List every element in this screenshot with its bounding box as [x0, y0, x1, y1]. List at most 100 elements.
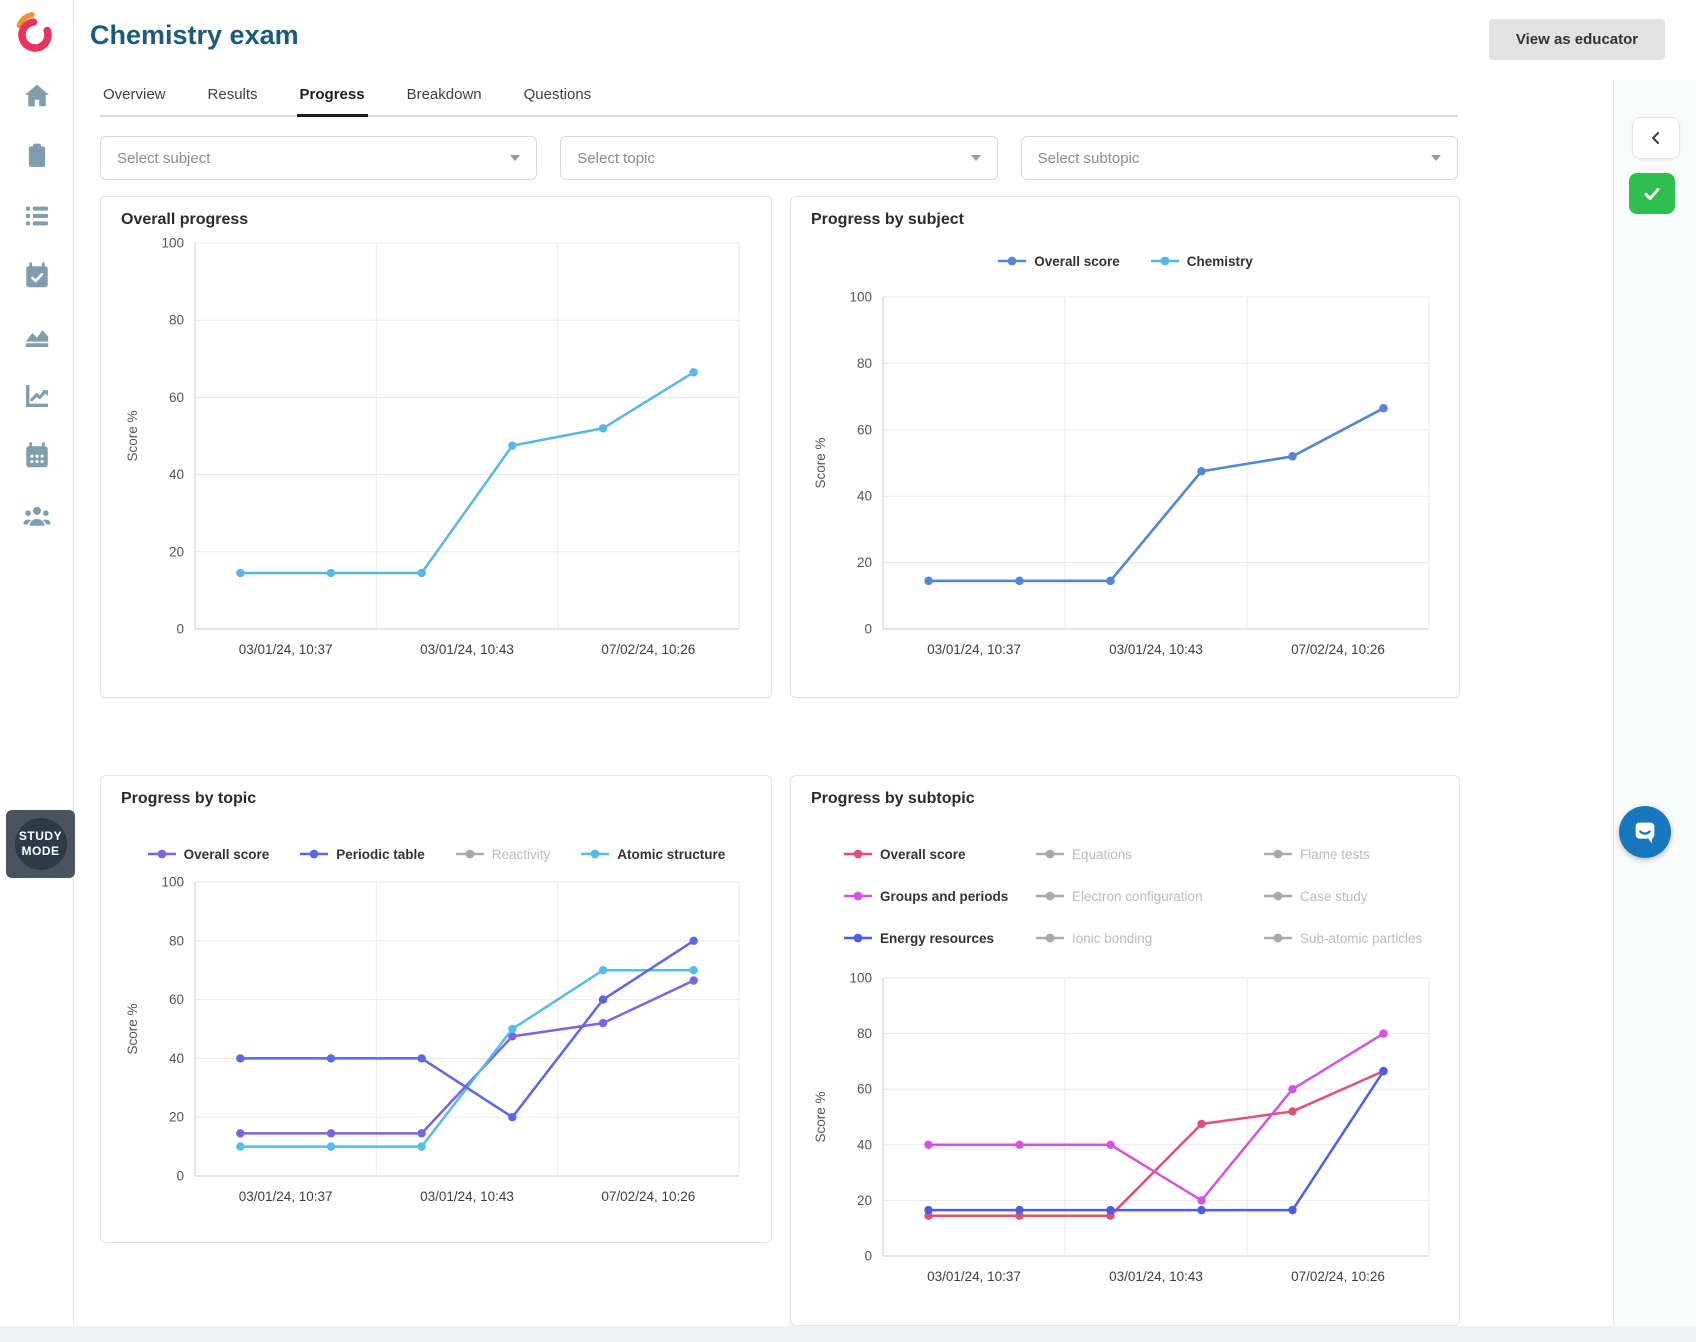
svg-text:03/01/24, 10:43: 03/01/24, 10:43 — [420, 1189, 514, 1204]
confirm-button[interactable] — [1629, 173, 1675, 214]
tab-progress[interactable]: Progress — [297, 84, 368, 117]
tab-overview[interactable]: Overview — [100, 84, 169, 117]
svg-text:80: 80 — [857, 356, 872, 371]
sidebar-item-list[interactable] — [23, 202, 51, 230]
legend-label: Electron configuration — [1072, 889, 1203, 904]
legend-line-icon — [1150, 255, 1180, 267]
svg-text:80: 80 — [857, 1026, 872, 1041]
progress-by-subject-card: Progress by subject Overall scoreChemist… — [790, 196, 1460, 698]
page-title: Chemistry exam — [90, 20, 299, 51]
legend-item-equations[interactable]: Equations — [1035, 847, 1263, 862]
sidebar-item-calendar-check[interactable] — [23, 262, 51, 290]
svg-text:60: 60 — [169, 390, 184, 405]
legend-label: Reactivity — [492, 847, 551, 862]
study-mode-badge[interactable]: STUDY MODE — [6, 810, 75, 878]
legend-item-sub-atomic-particles[interactable]: Sub-atomic particles — [1263, 931, 1422, 946]
sidebar-item-users[interactable] — [23, 502, 51, 530]
chat-bubble-icon — [1630, 817, 1660, 847]
home-icon — [23, 82, 51, 110]
legend-item-flame-tests[interactable]: Flame tests — [1263, 847, 1370, 862]
svg-text:Score %: Score % — [125, 410, 140, 461]
sidebar — [0, 0, 74, 1326]
tabs: Overview Results Progress Breakdown Question… — [100, 84, 1458, 117]
progress-by-subject-canvas: 02040608010003/01/24, 10:3703/01/24, 10:… — [801, 283, 1449, 685]
legend-item-case-study[interactable]: Case study — [1263, 889, 1368, 904]
svg-text:07/02/24, 10:26: 07/02/24, 10:26 — [1291, 1269, 1385, 1284]
tab-breakdown[interactable]: Breakdown — [404, 84, 485, 117]
view-as-educator-button[interactable]: View as educator — [1489, 19, 1665, 60]
legend-line-icon — [997, 255, 1027, 267]
collapse-panel-button[interactable] — [1632, 117, 1680, 159]
chevron-down-icon — [1431, 155, 1441, 161]
legend-label: Overall score — [880, 847, 966, 862]
legend-item-atomic-structure[interactable]: Atomic structure — [580, 847, 725, 862]
legend-label: Atomic structure — [617, 847, 725, 862]
legend-row: Overall score Periodic table Reactivity Ato… — [101, 840, 771, 868]
svg-text:60: 60 — [857, 1082, 872, 1097]
legend-line-icon — [455, 848, 485, 860]
tab-questions[interactable]: Questions — [521, 84, 595, 117]
sidebar-nav — [23, 82, 51, 530]
overall-progress-card: Overall progress 02040608010003/01/24, 1… — [100, 196, 772, 698]
legend: Overall score Chemistry — [791, 247, 1459, 275]
svg-text:03/01/24, 10:37: 03/01/24, 10:37 — [927, 642, 1021, 657]
chat-button[interactable] — [1619, 806, 1671, 858]
legend-item-periodic-table[interactable]: Periodic table — [299, 847, 425, 862]
tab-results[interactable]: Results — [205, 84, 261, 117]
users-icon — [23, 502, 51, 530]
calendar-check-icon — [23, 262, 51, 290]
legend-item-overall-score[interactable]: Overall score — [997, 254, 1120, 269]
sidebar-item-trend-chart[interactable] — [23, 382, 51, 410]
legend-item-chemistry[interactable]: Chemistry — [1150, 254, 1253, 269]
svg-text:40: 40 — [857, 1137, 872, 1152]
legend-item-electron-configuration[interactable]: Electron configuration — [1035, 889, 1263, 904]
check-icon — [1641, 183, 1663, 205]
legend-line-icon — [1263, 848, 1293, 860]
select-topic[interactable]: Select topic — [560, 136, 997, 180]
legend-item-overall-score[interactable]: Overall score — [843, 847, 1035, 862]
svg-text:40: 40 — [169, 467, 184, 482]
svg-text:Score %: Score % — [125, 1003, 140, 1054]
legend-label: Overall score — [184, 847, 270, 862]
progress-by-subtopic-chart: 02040608010003/01/24, 10:3703/01/24, 10:… — [801, 968, 1449, 1313]
legend-line-icon — [1263, 890, 1293, 902]
legend-item-ionic-bonding[interactable]: Ionic bonding — [1035, 931, 1263, 946]
legend-item-reactivity[interactable]: Reactivity — [455, 847, 551, 862]
right-rail — [1613, 80, 1696, 1326]
svg-text:20: 20 — [169, 544, 184, 559]
legend-line-icon — [843, 848, 873, 860]
trend-chart-icon — [23, 382, 51, 410]
svg-text:40: 40 — [857, 489, 872, 504]
progress-by-topic-card: Progress by topic Overall scorePeriodic … — [100, 775, 772, 1243]
svg-text:20: 20 — [857, 1193, 872, 1208]
sidebar-item-clipboard[interactable] — [23, 142, 51, 170]
select-subtopic[interactable]: Select subtopic — [1021, 136, 1458, 180]
legend-line-icon — [580, 848, 610, 860]
svg-text:0: 0 — [176, 1169, 184, 1184]
svg-text:40: 40 — [169, 1051, 184, 1066]
legend-label: Energy resources — [880, 931, 994, 946]
svg-text:100: 100 — [849, 971, 872, 986]
calendar-icon — [23, 442, 51, 470]
sidebar-item-calendar[interactable] — [23, 442, 51, 470]
legend-label: Case study — [1300, 889, 1368, 904]
select-subject[interactable]: Select subject — [100, 136, 537, 180]
legend-item-groups-and-periods[interactable]: Groups and periods — [843, 889, 1035, 904]
sidebar-item-home[interactable] — [23, 82, 51, 110]
svg-text:Score %: Score % — [813, 437, 828, 488]
sidebar-item-area-chart[interactable] — [23, 322, 51, 350]
legend-row: Groups and periods Electron configuration… — [791, 882, 1459, 910]
svg-text:03/01/24, 10:43: 03/01/24, 10:43 — [420, 642, 514, 657]
svg-text:60: 60 — [857, 422, 872, 437]
legend-item-overall-score[interactable]: Overall score — [147, 847, 270, 862]
study-mode-line1: STUDY — [19, 829, 62, 844]
legend-line-icon — [1035, 890, 1065, 902]
legend-item-energy-resources[interactable]: Energy resources — [843, 931, 1035, 946]
legend-label: Overall score — [1034, 254, 1120, 269]
page: Chemistry exam View as educator Overview… — [0, 0, 1696, 1326]
seneca-swirl-logo[interactable] — [13, 11, 57, 55]
legend: Overall score Periodic table Reactivity Ato… — [101, 840, 771, 868]
svg-text:100: 100 — [161, 875, 184, 890]
legend-label: Ionic bonding — [1072, 931, 1152, 946]
svg-text:03/01/24, 10:37: 03/01/24, 10:37 — [239, 1189, 333, 1204]
